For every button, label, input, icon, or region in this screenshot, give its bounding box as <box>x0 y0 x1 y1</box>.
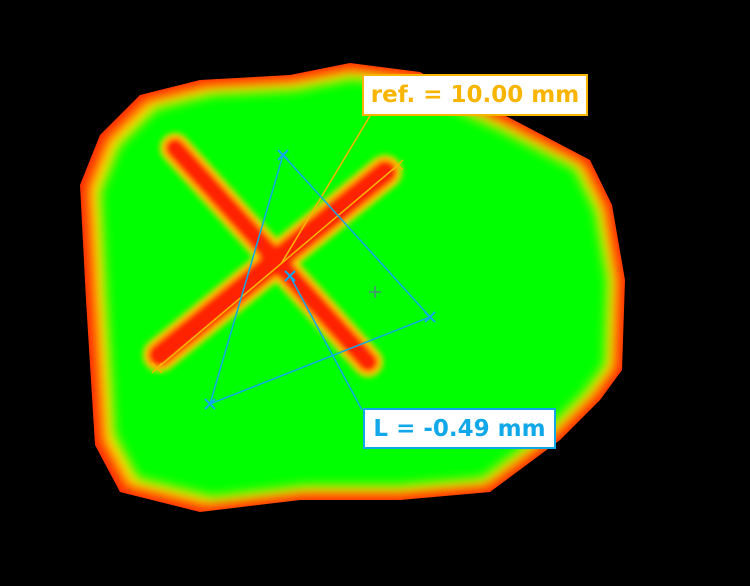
plus-marker-icon <box>369 286 381 298</box>
measured-length-label: L = -0.49 mm <box>363 408 556 449</box>
measurement-triangle[interactable] <box>208 153 432 411</box>
cross-marker-icon[interactable] <box>204 398 216 410</box>
reference-line[interactable] <box>154 115 399 371</box>
cross-marker-icon[interactable] <box>277 149 289 161</box>
cross-marker-icon[interactable] <box>392 159 404 171</box>
groove-deviation <box>143 133 402 377</box>
cross-marker-icon[interactable] <box>424 311 436 323</box>
cross-marker-icon[interactable] <box>151 362 163 374</box>
cross-marker-icon[interactable] <box>284 270 296 282</box>
reference-length-label: ref. = 10.00 mm <box>362 74 588 116</box>
